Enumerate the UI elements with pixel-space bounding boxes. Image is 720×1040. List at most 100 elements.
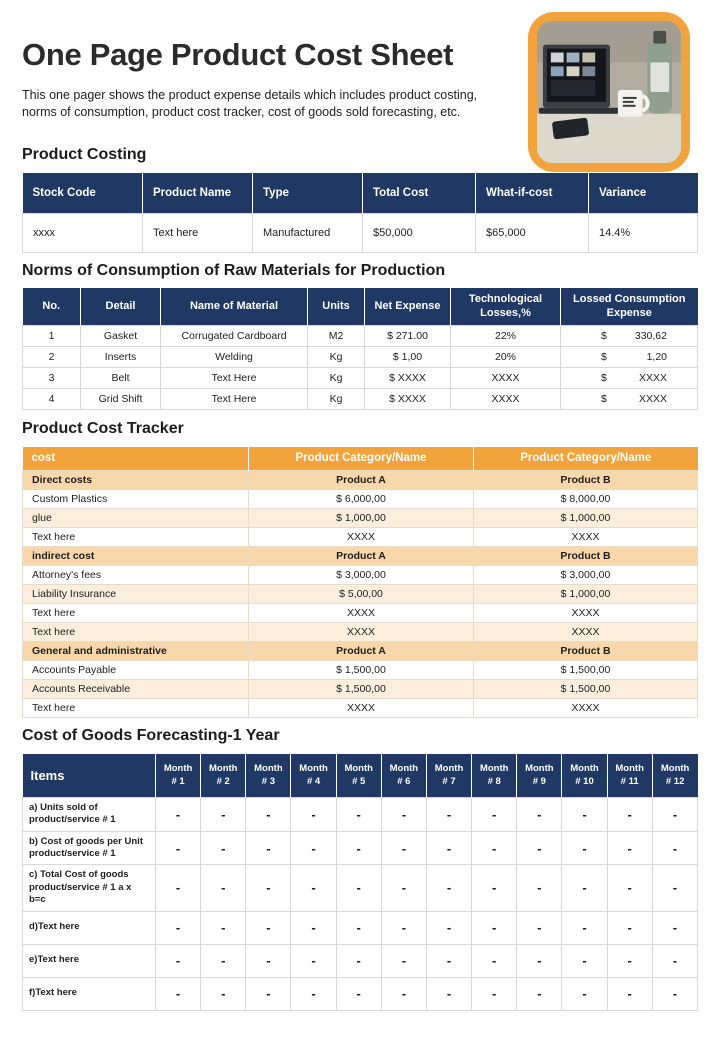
forecast-value-cell: -	[245, 976, 292, 1011]
forecast-value-cell: -	[606, 910, 653, 945]
cell-product-b: XXXX	[473, 697, 698, 718]
currency-symbol: $	[601, 351, 607, 364]
header-product-name: Product Name	[142, 173, 253, 214]
cost-tracker-table: cost Product Category/Name Product Categ…	[22, 447, 698, 718]
product-costing-data-row: xxxx Text here Manufactured $50,000 $65,…	[22, 212, 698, 253]
forecast-row-label: e)Text here	[22, 943, 156, 978]
cell-product-a: $ 1,500,00	[248, 659, 474, 680]
forecast-value-cell: -	[380, 797, 427, 832]
header-type: Type	[252, 173, 363, 214]
cell-cost-label: Custom Plastics	[22, 488, 249, 509]
amount: XXXX	[638, 372, 667, 385]
cell-product-b: XXXX	[473, 621, 698, 642]
header-month-11: Month # 11	[607, 753, 653, 798]
cell-product-a: XXXX	[248, 697, 474, 718]
amount: 1,20	[646, 351, 667, 364]
cell-cost-label: Text here	[22, 621, 249, 642]
cell-product-b: XXXX	[473, 526, 698, 547]
norms-heading: Norms of Consumption of Raw Materials fo…	[22, 261, 446, 279]
product-costing-heading: Product Costing	[22, 146, 147, 164]
cost-tracker-row: Liability Insurance $ 5,00,00 $ 1,000,00	[22, 583, 698, 604]
forecast-value-cell: -	[561, 830, 608, 866]
cost-tracker-header-row: cost Product Category/Name Product Categ…	[22, 447, 698, 471]
norms-header-row: No. Detail Name of Material Units Net Ex…	[22, 287, 698, 326]
cell-cost-label: General and administrative	[22, 640, 249, 661]
forecast-heading: Cost of Goods Forecasting-1 Year	[22, 726, 280, 744]
header-units: Units	[307, 287, 365, 326]
forecast-value-cell: -	[651, 910, 699, 945]
cell-product-b: $ 1,500,00	[473, 659, 698, 680]
cell-no: 1	[22, 325, 81, 348]
norms-row: 1 Gasket Corrugated Cardboard M2 $ 271.0…	[22, 325, 698, 348]
forecast-row-label: c) Total Cost of goods product/service #…	[22, 864, 156, 912]
forecast-value-cell: -	[335, 864, 382, 912]
forecast-value-cell: -	[245, 830, 292, 866]
cell-product-a: Product A	[248, 640, 474, 661]
cell-lossed-expense: $1,20	[560, 346, 698, 369]
cost-tracker-row: glue $ 1,000,00 $ 1,000,00	[22, 507, 698, 528]
forecast-value-cell: -	[154, 864, 202, 912]
forecast-row-label: f)Text here	[22, 976, 156, 1011]
cell-type: Manufactured	[252, 212, 363, 253]
product-costing-table: Stock Code Product Name Type Total Cost …	[22, 173, 698, 253]
cost-tracker-row: Accounts Receivable $ 1,500,00 $ 1,500,0…	[22, 678, 698, 699]
mug-icon	[617, 90, 650, 117]
cell-detail: Belt	[80, 367, 161, 390]
header-technological-losses: Technological Losses,%	[450, 287, 561, 326]
cell-product-b: Product B	[473, 640, 698, 661]
forecast-value-cell: -	[290, 910, 337, 945]
forecast-value-cell: -	[471, 830, 518, 866]
cost-tracker-row: Text here XXXX XXXX	[22, 621, 698, 642]
cost-tracker-row: Text here XXXX XXXX	[22, 697, 698, 718]
forecast-value-cell: -	[154, 910, 202, 945]
cell-variance: 14.4%	[588, 212, 698, 253]
cell-cost-label: glue	[22, 507, 249, 528]
cell-product-b: Product B	[473, 545, 698, 566]
desk-photo-illustration	[537, 21, 681, 163]
forecast-value-cell: -	[290, 797, 337, 832]
header-month-1: Month # 1	[155, 753, 202, 798]
cell-product-b: $ 8,000,00	[473, 488, 698, 509]
forecast-value-cell: -	[335, 943, 382, 978]
header-cost: cost	[22, 447, 249, 471]
laptop-icon	[538, 44, 620, 114]
norms-table: No. Detail Name of Material Units Net Ex…	[22, 287, 698, 411]
forecast-value-cell: -	[561, 864, 608, 912]
cell-units: M2	[307, 325, 365, 348]
forecast-value-cell: -	[425, 797, 473, 832]
forecast-value-cell: -	[335, 910, 382, 945]
forecast-row: d)Text here - - - - - - - - - - - -	[22, 910, 699, 945]
forecast-value-cell: -	[425, 830, 473, 866]
header-material: Name of Material	[160, 287, 308, 326]
header-stock-code: Stock Code	[22, 173, 143, 214]
cell-product-name: Text here	[142, 212, 253, 253]
amount: 330,62	[634, 330, 667, 343]
forecast-value-cell: -	[290, 830, 337, 866]
forecast-row-label: d)Text here	[22, 910, 156, 945]
cell-product-a: Product A	[248, 469, 474, 490]
cost-tracker-row: Accounts Payable $ 1,500,00 $ 1,500,00	[22, 659, 698, 680]
norms-row: 4 Grid Shift Text Here Kg $ XXXX XXXX $ X…	[22, 388, 698, 411]
forecast-value-cell: -	[425, 943, 473, 978]
forecast-value-cell: -	[380, 943, 427, 978]
forecast-value-cell: -	[516, 943, 563, 978]
cell-no: 4	[22, 388, 81, 411]
cell-cost-label: Direct costs	[22, 469, 249, 490]
forecast-value-cell: -	[425, 976, 473, 1011]
forecast-row: e)Text here - - - - - - - - - - - -	[22, 943, 699, 978]
cell-detail: Inserts	[80, 346, 161, 369]
norms-row: 2 Inserts Welding Kg $ 1,00 20% $1,20	[22, 346, 698, 369]
cell-product-a: $ 5,00,00	[248, 583, 474, 604]
forecast-value-cell: -	[516, 910, 563, 945]
forecast-value-cell: -	[290, 943, 337, 978]
forecast-value-cell: -	[335, 976, 382, 1011]
header-month-4: Month # 4	[290, 753, 337, 798]
header-product-category-a: Product Category/Name	[248, 447, 474, 471]
forecast-value-cell: -	[471, 943, 518, 978]
cell-product-a: $ 1,500,00	[248, 678, 474, 699]
cell-cost-label: Liability Insurance	[22, 583, 249, 604]
cost-tracker-category-row: General and administrative Product A Pro…	[22, 640, 698, 661]
forecast-value-cell: -	[335, 830, 382, 866]
amount: XXXX	[638, 393, 667, 406]
